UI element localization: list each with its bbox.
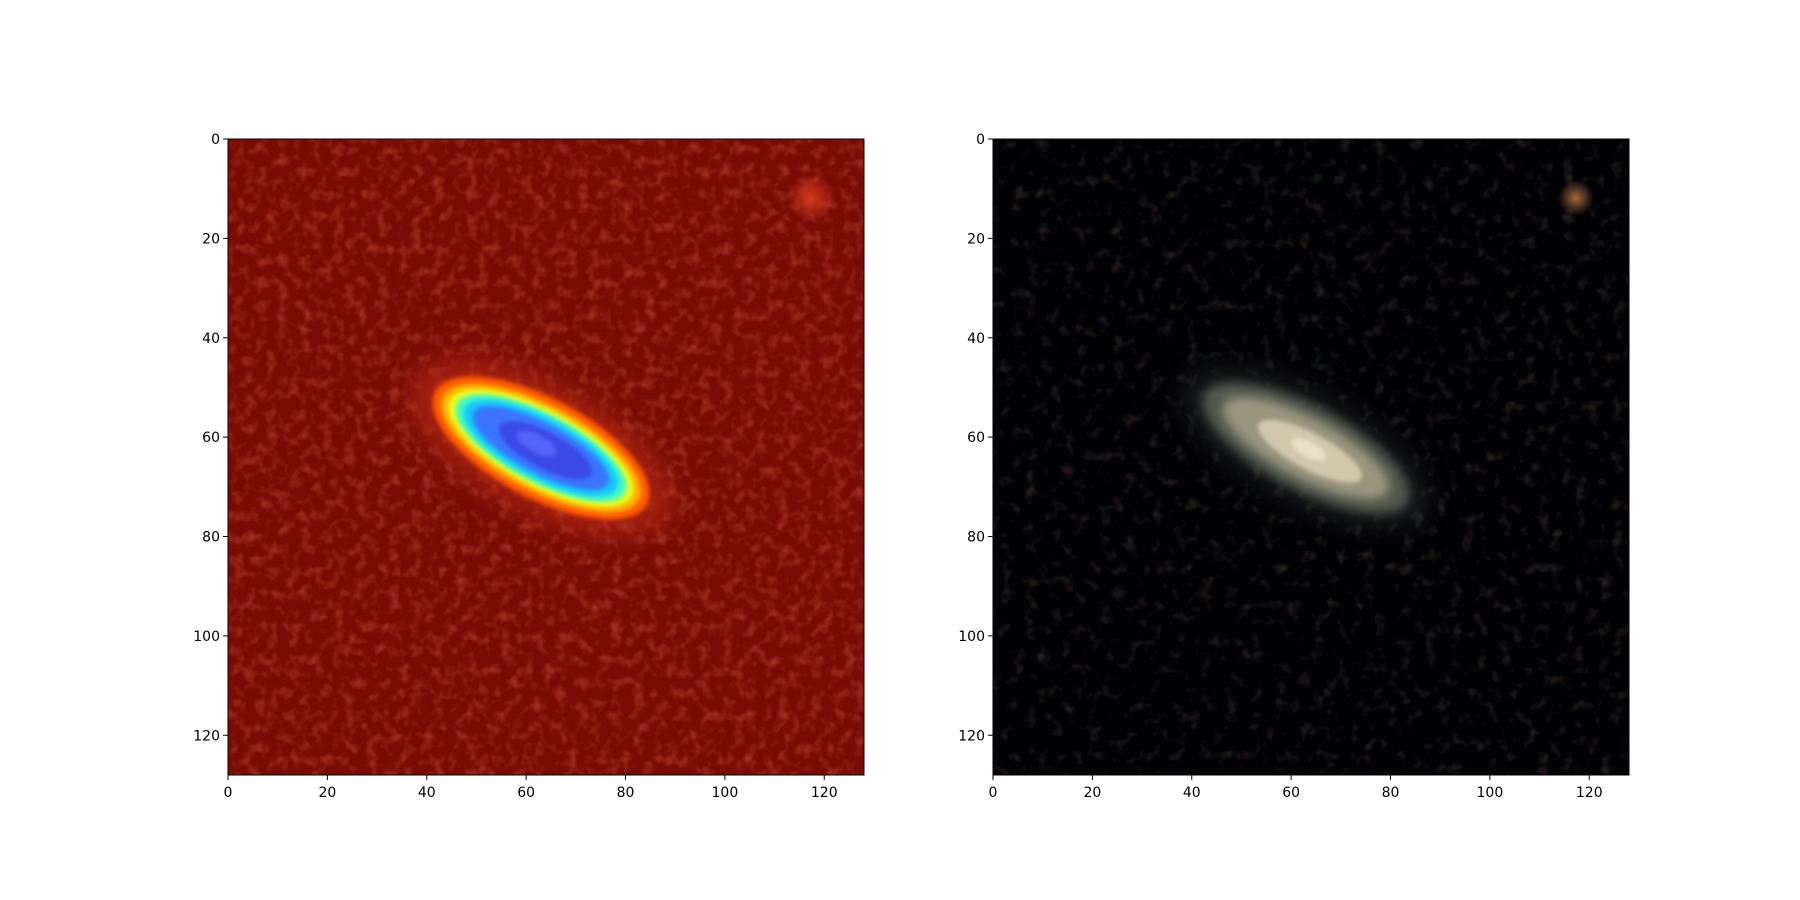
right-y-tick-label-120: 120 — [958, 728, 985, 744]
right-y-tick-label-20: 20 — [967, 231, 985, 247]
right-y-tick-label-80: 80 — [967, 530, 985, 546]
left-star — [787, 174, 835, 222]
left-x-tick-label-80: 80 — [617, 785, 635, 801]
right-y-tick-label-60: 60 — [967, 430, 985, 446]
right-y-axis: 0 20 40 60 80 100 120 — [958, 132, 993, 744]
right-y-tick-label-100: 100 — [958, 629, 985, 645]
right-x-tick-label-20: 20 — [1083, 785, 1101, 801]
right-x-tick-label-60: 60 — [1282, 785, 1300, 801]
left-y-tick-label-40: 40 — [202, 331, 220, 347]
left-x-tick-label-20: 20 — [318, 785, 336, 801]
left-y-tick-label-0: 0 — [211, 132, 220, 148]
right-star — [1558, 180, 1594, 216]
right-x-tick-label-80: 80 — [1382, 785, 1400, 801]
right-x-tick-label-0: 0 — [989, 785, 998, 801]
left-x-tick-label-100: 100 — [712, 785, 739, 801]
left-y-axis: 0 20 40 60 80 100 120 — [193, 132, 228, 744]
left-x-tick-label-0: 0 — [224, 785, 233, 801]
left-x-axis: 0 20 40 60 80 100 120 — [224, 775, 838, 801]
right-y-tick-label-0: 0 — [976, 132, 985, 148]
left-y-tick-label-120: 120 — [193, 728, 220, 744]
left-galaxy — [409, 359, 673, 537]
left-x-tick-label-60: 60 — [517, 785, 535, 801]
left-y-tick-label-80: 80 — [202, 530, 220, 546]
right-x-tick-label-100: 100 — [1477, 785, 1504, 801]
right-panel: 0 20 40 60 80 100 120 0 20 40 60 80 100 120 — [958, 132, 1630, 801]
right-frame — [992, 138, 1630, 776]
left-image — [228, 139, 864, 775]
right-galaxy — [1183, 368, 1429, 528]
right-x-axis: 0 20 40 60 80 100 120 — [989, 775, 1603, 801]
right-x-tick-label-120: 120 — [1576, 785, 1603, 801]
right-y-tick-label-40: 40 — [967, 331, 985, 347]
left-y-tick-label-60: 60 — [202, 430, 220, 446]
left-x-tick-label-40: 40 — [418, 785, 436, 801]
left-frame — [227, 138, 865, 776]
left-y-tick-label-20: 20 — [202, 231, 220, 247]
left-y-tick-label-100: 100 — [193, 629, 220, 645]
right-image — [993, 139, 1629, 775]
left-panel: 0 20 40 60 80 100 120 0 20 40 60 80 100 120 — [193, 132, 865, 801]
right-x-tick-label-40: 40 — [1183, 785, 1201, 801]
left-x-tick-label-120: 120 — [811, 785, 838, 801]
